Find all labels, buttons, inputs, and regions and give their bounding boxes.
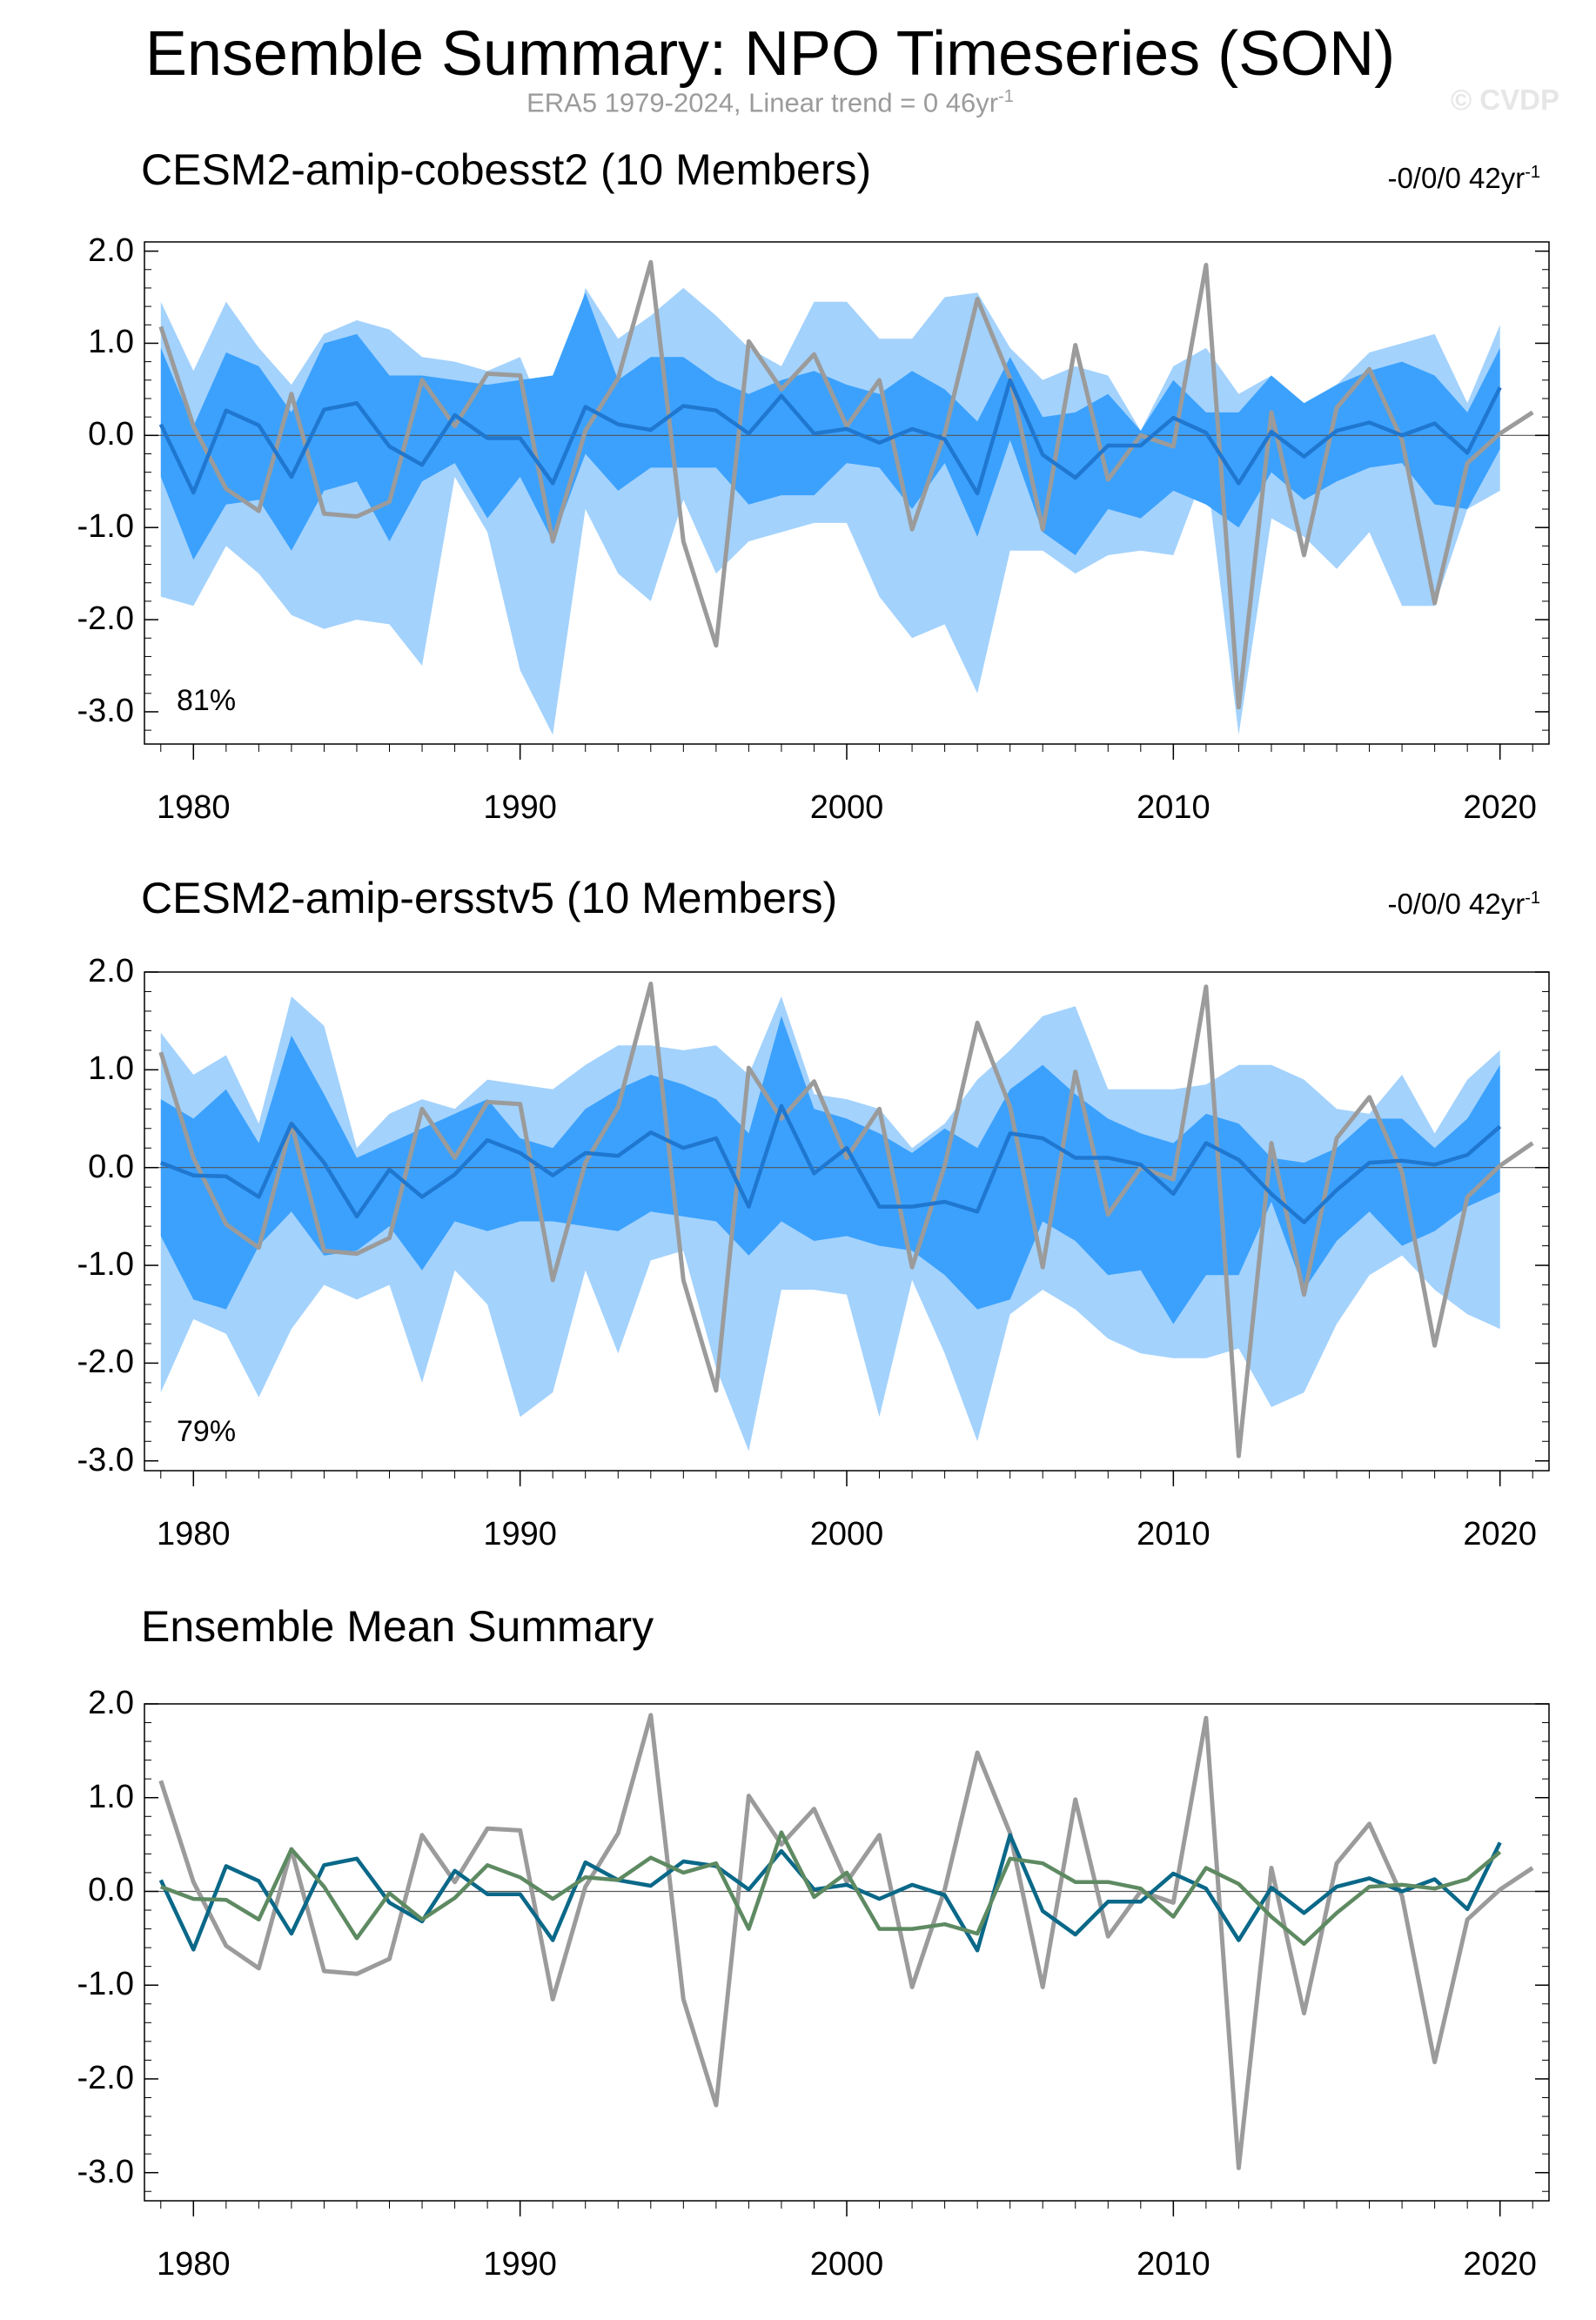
x-tick-label: 1990 <box>483 2246 557 2283</box>
x-tick-label: 1980 <box>157 2246 231 2283</box>
panel-3-era5-line <box>158 1713 1534 2170</box>
x-tick-label: 2000 <box>809 789 884 826</box>
y-tick-label: 0.0 <box>88 1148 134 1185</box>
panel-2-trend-text: -0/0/0 42yr <box>1387 888 1526 920</box>
panel-1-percentile-band <box>160 292 1500 560</box>
y-tick-label: -1.0 <box>77 1246 134 1284</box>
panel-2-title: CESM2-amip-ersstv5 (10 Members) <box>141 874 838 922</box>
y-tick-label: -2.0 <box>77 600 134 638</box>
panel-1-percent: 81% <box>177 684 237 717</box>
panel-1-trend: -0/0/0 42yr-1 <box>1387 162 1540 195</box>
y-tick-label: 1.0 <box>88 324 134 361</box>
x-tick-label: 2020 <box>1463 1516 1537 1552</box>
x-tick-label: 1990 <box>483 1516 557 1552</box>
x-tick-label: 2020 <box>1463 789 1537 826</box>
y-tick-label: -2.0 <box>77 2059 134 2096</box>
x-tick-label: 2000 <box>809 1516 884 1552</box>
y-tick-label: -3.0 <box>77 692 134 729</box>
y-tick-label: 1.0 <box>88 1050 134 1088</box>
x-tick-label: 2010 <box>1137 2246 1210 2283</box>
x-tick-label: 2010 <box>1137 1516 1210 1552</box>
panel-1-title: CESM2-amip-cobesst2 (10 Members) <box>141 145 872 194</box>
y-tick-label: 0.0 <box>88 1872 134 1909</box>
panel-3-ersstv5-line <box>160 1830 1502 1947</box>
y-tick-label: 1.0 <box>88 1778 134 1815</box>
y-tick-label: 2.0 <box>88 231 134 269</box>
x-tick-label: 2000 <box>809 2246 884 2283</box>
panel-2-ensemble-mean-line <box>159 1103 1502 1224</box>
subtitle-text: ERA5 1979-2024, Linear trend = 0 46yr <box>526 87 999 118</box>
y-tick-label: -3.0 <box>77 2153 134 2190</box>
y-tick-label: 2.0 <box>88 1685 134 1721</box>
panel-1-ensemble-mean-line <box>158 378 1502 496</box>
y-tick-label: 2.0 <box>88 953 134 989</box>
panel-2-percent: 79% <box>177 1415 237 1448</box>
panel-3-frame <box>144 1703 1550 2202</box>
page-title: Ensemble Summary: NPO Timeseries (SON) <box>144 19 1396 89</box>
subtitle-superscript: -1 <box>998 87 1014 106</box>
panel-2-era5-line <box>158 982 1534 1458</box>
panel-2-trend: -0/0/0 42yr-1 <box>1387 888 1540 921</box>
y-tick-label: 0.0 <box>88 416 134 453</box>
panel-1-trend-sup: -1 <box>1525 163 1540 182</box>
watermark: © CVDP <box>1450 84 1559 116</box>
panel-3-title: Ensemble Mean Summary <box>141 1602 654 1651</box>
y-tick-label: -3.0 <box>77 1441 134 1478</box>
panel-2-percentile-band <box>160 1016 1500 1324</box>
panel-1-era5-line <box>158 259 1534 710</box>
panel-2-trend-sup: -1 <box>1525 888 1540 908</box>
y-tick-label: -1.0 <box>77 1966 134 2003</box>
y-tick-label: -2.0 <box>77 1344 134 1381</box>
x-tick-label: 2020 <box>1463 2246 1537 2283</box>
subtitle: ERA5 1979-2024, Linear trend = 0 46yr-1 <box>0 87 1540 118</box>
x-tick-label: 1990 <box>483 789 557 826</box>
x-tick-label: 1980 <box>157 1516 231 1552</box>
x-tick-label: 1980 <box>157 789 231 826</box>
y-tick-label: -1.0 <box>77 508 134 546</box>
panel-1-trend-text: -0/0/0 42yr <box>1387 162 1526 194</box>
x-tick-label: 2010 <box>1137 789 1210 826</box>
